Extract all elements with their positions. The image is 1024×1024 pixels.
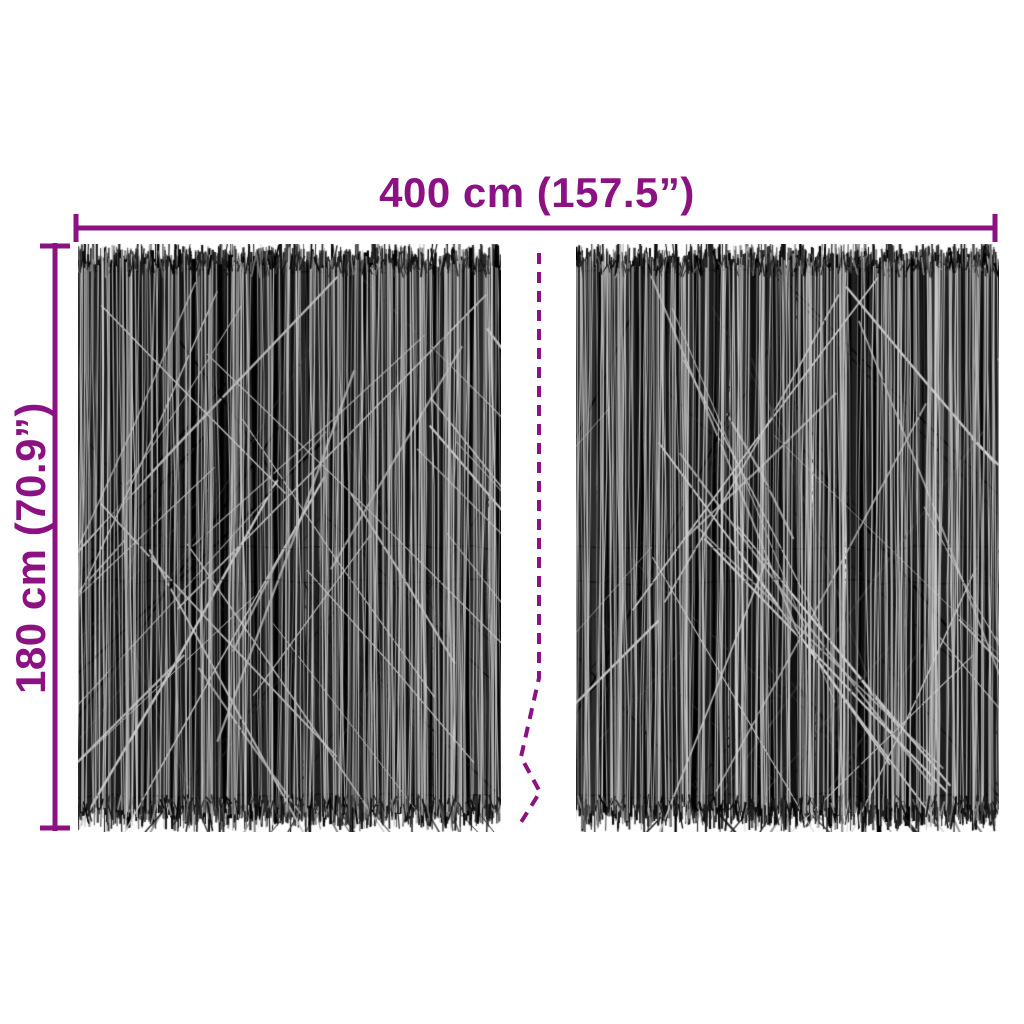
width-dimension-line bbox=[73, 214, 998, 242]
height-dimension-line bbox=[40, 243, 70, 831]
width-dimension-label: 400 cm (157.5”) bbox=[379, 169, 695, 216]
fence-panel-left bbox=[78, 244, 501, 832]
height-dimension-label: 180 cm (70.9”) bbox=[7, 402, 54, 694]
panel-break-dashed-line bbox=[516, 253, 543, 829]
fence-panel-right bbox=[576, 244, 999, 832]
